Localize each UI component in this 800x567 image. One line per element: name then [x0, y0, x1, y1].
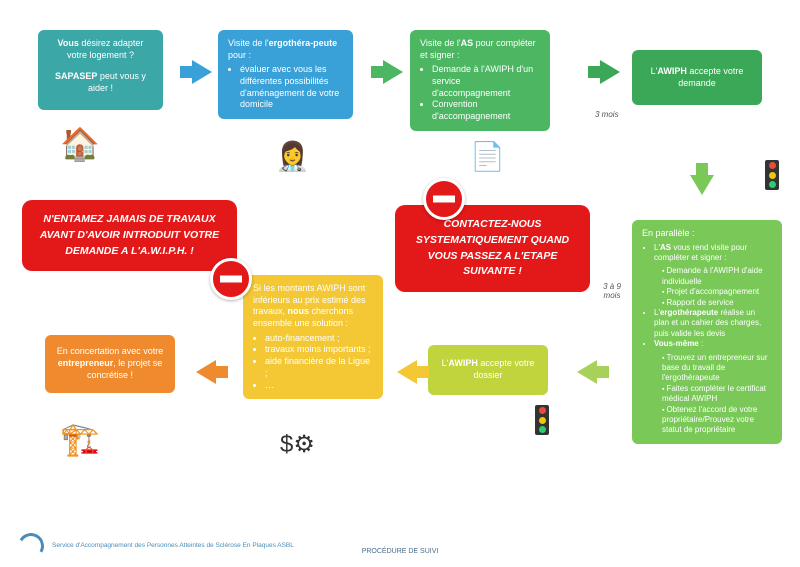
traffic-light-icon [535, 405, 549, 435]
arrow [600, 60, 620, 84]
title: Visite de l'ergothéra-peute pour : [228, 38, 343, 61]
arrow [690, 175, 714, 195]
box-awiph-dossier: L'AWIPH accepte votre dossier [428, 345, 548, 395]
warning-travaux: N'ENTAMEZ JAMAIS DE TRAVAUX AVANT D'AVOI… [22, 200, 237, 271]
box-parallele: En parallèle : L'AS vous rend visite pou… [632, 220, 782, 444]
list: auto-financement ;travaux moins importan… [253, 333, 373, 391]
box-ergotherapeute: Visite de l'ergothéra-peute pour : évalu… [218, 30, 353, 119]
list: Demande à l'AWIPH d'un service d'accompa… [420, 64, 540, 122]
box-entrepreneur: En concertation avec votre entrepreneur,… [45, 335, 175, 393]
list: L'AS vous rend visite pour compléter et … [642, 243, 772, 436]
construction-icon: 🏗️ [60, 420, 100, 458]
arrow [577, 360, 597, 384]
documents-icon: 📄 [470, 140, 505, 173]
logo-icon [15, 530, 47, 562]
text: L'AWIPH accepte votre dossier [438, 358, 538, 381]
duration-3a9mois: 3 à 9 mois [598, 282, 626, 300]
text: SAPASEP peut vous y aider ! [48, 71, 153, 94]
house-icon: 🏠 [60, 125, 100, 163]
footer-org: Service d'Accompagnement des Personnes A… [52, 542, 294, 550]
box-as-visit: Visite de l'AS pour compléter et signer … [410, 30, 550, 131]
footer: Service d'Accompagnement des Personnes A… [18, 533, 294, 559]
title: Visite de l'AS pour compléter et signer … [420, 38, 540, 61]
text: En concertation avec votre entrepreneur,… [55, 346, 165, 381]
title: Si les montants AWIPH sont inférieurs au… [253, 283, 373, 330]
box-awiph-demande: L'AWIPH accepte votre demande [632, 50, 762, 105]
title: En parallèle : [642, 228, 772, 240]
stop-icon [210, 258, 252, 300]
list: évaluer avec vous les différentes possib… [228, 64, 343, 111]
arrow [397, 360, 417, 384]
box-intro: Vous désirez adapter votre logement ? SA… [38, 30, 163, 110]
text: Vous désirez adapter votre logement ? [48, 38, 153, 61]
person-icon: 👩‍⚕️ [275, 140, 310, 173]
box-solution: Si les montants AWIPH sont inférieurs au… [243, 275, 383, 399]
arrow [196, 360, 216, 384]
arrow [192, 60, 212, 84]
arrow [383, 60, 403, 84]
money-icon: $⚙ [280, 430, 315, 459]
text: L'AWIPH accepte votre demande [642, 66, 752, 89]
duration-3mois: 3 mois [595, 110, 619, 119]
stop-icon [423, 178, 465, 220]
footer-title: PROCÉDURE DE SUIVI [362, 548, 439, 555]
warning-contact: CONTACTEZ-NOUS SYSTEMATIQUEMENT QUAND VO… [395, 205, 590, 292]
traffic-light-icon [765, 160, 779, 190]
